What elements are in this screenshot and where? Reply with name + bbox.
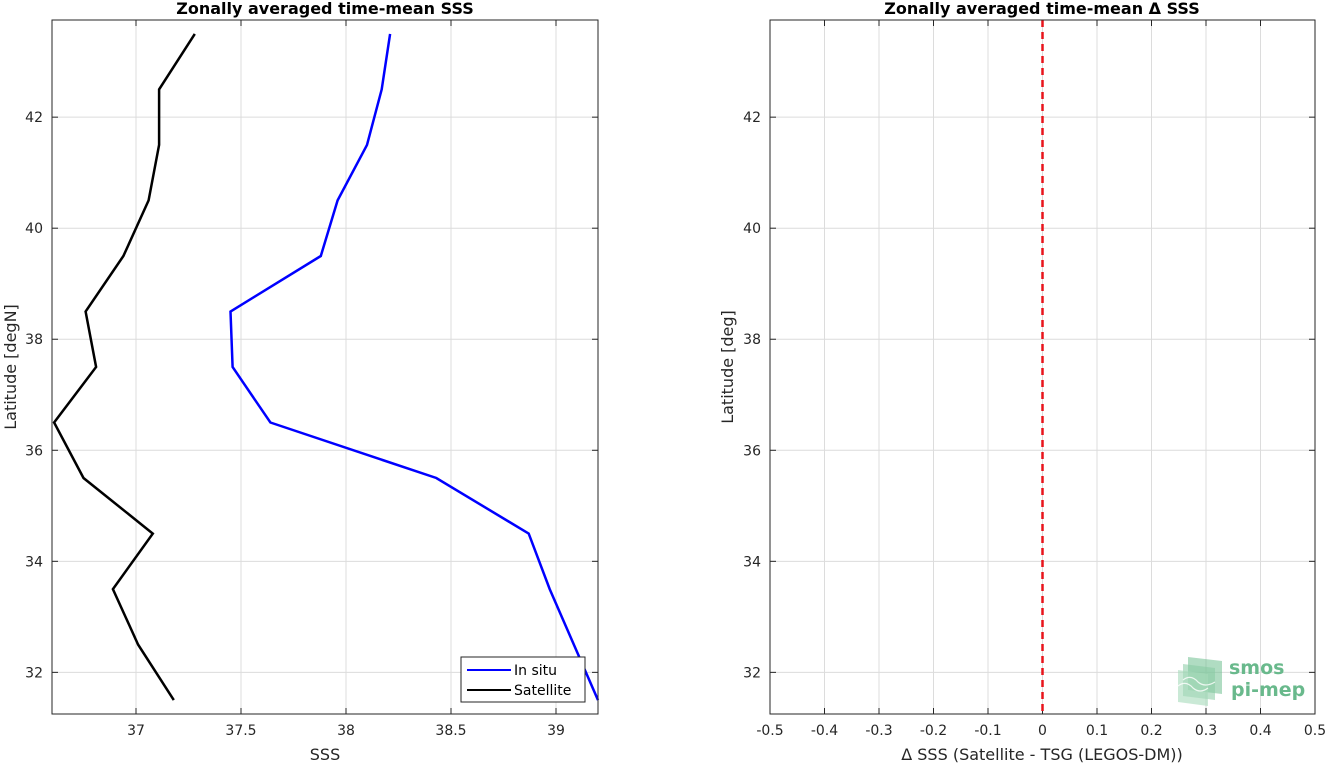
sss-grid [52,20,598,714]
sss-profile-axes: 37 37.5 38 38.5 39 32 34 36 38 40 42 Zonally avera… [1,0,600,764]
delta-sss-y-axis-label: Latitude [deg] [718,310,737,424]
sss-x-tick-label: 37.5 [225,723,256,739]
delta-sss-x-tick-label: -0.2 [920,723,947,739]
delta-sss-x-tick-label: -0.1 [974,723,1001,739]
delta-sss-ticks: -0.5 -0.4 -0.3 -0.2 -0.1 0 0.1 0.2 0.3 0.4 0.5 32 34… [743,20,1326,739]
delta-sss-y-tick-label: 40 [743,221,761,237]
delta-sss-y-tick-label: 32 [743,665,761,681]
delta-sss-y-tick-label: 38 [743,332,761,348]
sss-y-tick-label: 42 [25,110,43,126]
delta-sss-x-axis-label: Δ SSS (Satellite - TSG (LEGOS-DM)) [901,745,1183,764]
sss-x-tick-label: 39 [547,723,565,739]
sss-axes-box [51,19,599,715]
sss-legend: In situ Satellite [460,656,586,703]
delta-sss-axes-box [769,19,1316,715]
sss-plot-area [52,20,598,714]
sss-chart-title: Zonally averaged time-mean SSS [176,0,474,18]
delta-sss-x-tick-label: 0.2 [1140,723,1162,739]
delta-sss-x-tick-label: 0.5 [1304,723,1326,739]
legend-box [460,656,586,703]
sss-y-tick-label: 40 [25,221,43,237]
delta-sss-x-tick-label: -0.5 [756,723,783,739]
delta-sss-chart-title: Zonally averaged time-mean Δ SSS [884,0,1200,18]
delta-sss-y-tick-label: 42 [743,110,761,126]
sss-y-axis-label: Latitude [degN] [1,304,20,430]
sss-x-axis-label: SSS [310,745,340,764]
legend-label-satellite: Satellite [514,683,571,699]
logo-text-pi-mep: pi-mep [1231,679,1305,701]
sss-x-tick-label: 38 [337,723,355,739]
delta-sss-y-tick-label: 36 [743,443,761,459]
delta-sss-x-tick-label: 0.3 [1195,723,1217,739]
sss-y-tick-label: 38 [25,332,43,348]
sss-y-tick-label: 34 [25,554,43,570]
delta-sss-x-tick-label: -0.4 [811,723,838,739]
delta-sss-x-tick-label: -0.3 [865,723,892,739]
sss-x-tick-label: 37 [127,723,145,739]
delta-sss-y-tick-label: 34 [743,554,761,570]
logo-text-smos: smos [1229,657,1284,679]
legend-label-in-situ: In situ [514,663,557,679]
delta-sss-x-tick-label: 0.1 [1086,723,1108,739]
delta-sss-axes: -0.5 -0.4 -0.3 -0.2 -0.1 0 0.1 0.2 0.3 0.4 0.5 32 34… [718,0,1326,764]
sss-x-tick-label: 38.5 [435,723,466,739]
delta-sss-x-tick-label: 0 [1038,723,1047,739]
sss-y-tick-label: 36 [25,443,43,459]
logo-emblem-icon [1177,657,1222,706]
sss-y-tick-label: 32 [25,665,43,681]
sss-ticks: 37 37.5 38 38.5 39 32 34 36 38 40 42 [25,20,598,739]
delta-sss-x-tick-label: 0.4 [1249,723,1271,739]
smos-pi-mep-logo: smos pi-mep [1177,657,1305,706]
series-line-in-situ [229,33,600,701]
series-line-satellite [52,33,196,701]
sss-series [52,33,600,701]
